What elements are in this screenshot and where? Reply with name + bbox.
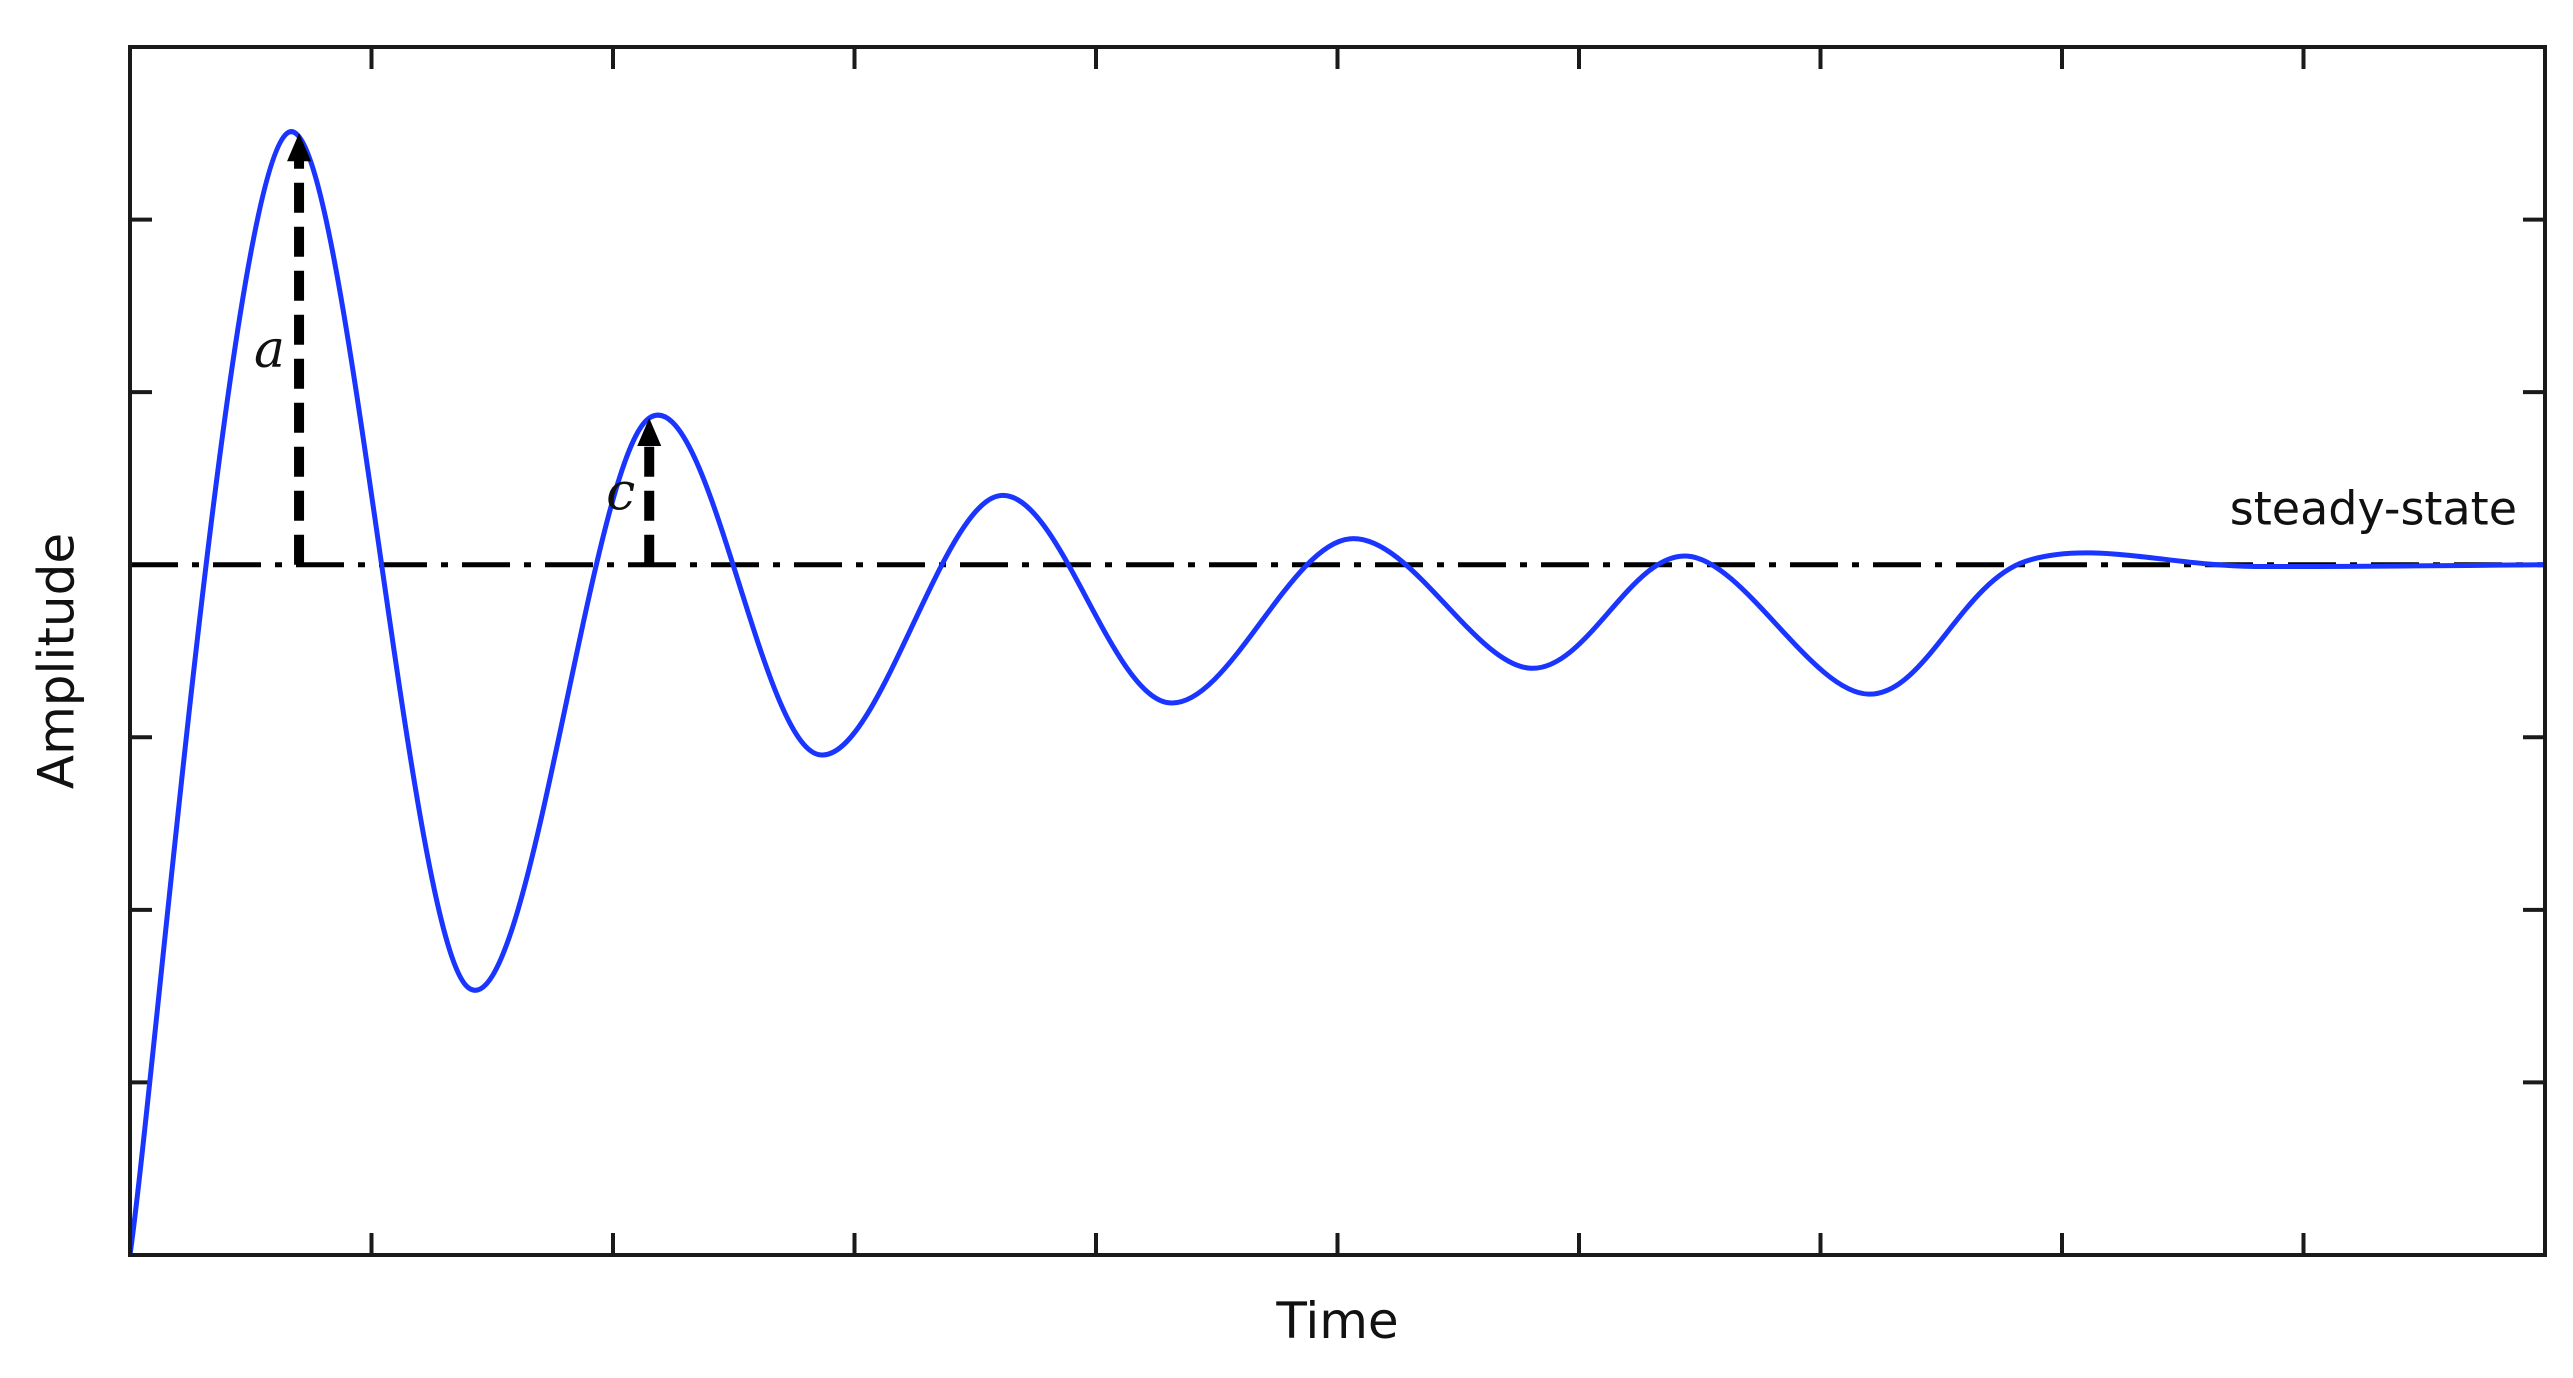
marker-a-label: a	[254, 320, 285, 380]
y-axis-label: Amplitude	[28, 533, 86, 789]
marker-c-arrowhead	[637, 418, 662, 447]
series-layer	[130, 129, 2545, 1255]
marker-a-arrowhead	[287, 133, 312, 162]
plot-background	[130, 47, 2545, 1255]
marker-c-label: c	[606, 462, 635, 522]
response-curve-0	[130, 129, 2545, 1255]
annotation-layer	[287, 133, 662, 565]
plot-frame	[128, 45, 2547, 1257]
x-axis-label: Time	[1275, 1292, 1398, 1350]
steady-state-label: steady-state	[2230, 482, 2517, 536]
